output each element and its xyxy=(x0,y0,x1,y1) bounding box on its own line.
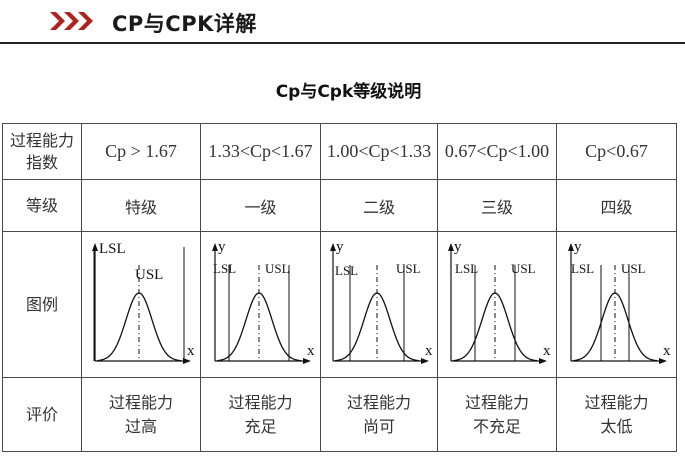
grade-row: 等级 特级 一级 二级 三级 四级 xyxy=(2,179,677,232)
y-axis-label: y xyxy=(218,239,226,255)
evaluation-line2: 不充足 xyxy=(472,416,521,436)
y-axis-label: y xyxy=(574,239,582,255)
condition-cell: 1.00<Cp<1.33 xyxy=(320,123,438,180)
y-axis-arrow-icon xyxy=(211,242,218,251)
condition-cell: 0.67<Cp<1.00 xyxy=(437,123,557,180)
row-head-grade: 等级 xyxy=(2,179,82,232)
usl-label: USL xyxy=(396,261,421,276)
capability-grade-table: 过程能力 指数 Cp > 1.67 1.33<Cp<1.67 1.00<Cp<1… xyxy=(2,123,677,452)
x-axis-label: x xyxy=(543,343,551,359)
y-axis-label: y xyxy=(454,239,462,255)
normal-distribution-figure: y x LSL USL xyxy=(448,239,551,364)
lsl-label: LSL xyxy=(335,263,358,278)
lsl-label: LSL xyxy=(571,261,594,276)
evaluation-line1: 过程能力 xyxy=(108,392,173,412)
grade-cell: 三级 xyxy=(437,179,557,232)
grade-cell: 四级 xyxy=(556,179,677,232)
distribution-figure-cell: y x LSL USL xyxy=(556,231,677,378)
condition-row: 过程能力 指数 Cp > 1.67 1.33<Cp<1.67 1.00<Cp<1… xyxy=(2,123,677,180)
x-axis-arrow-icon xyxy=(302,357,311,364)
triple-chevron-right-icon xyxy=(50,12,93,30)
x-axis-arrow-icon xyxy=(183,357,191,364)
distribution-curve xyxy=(96,291,182,361)
x-axis-arrow-icon xyxy=(421,357,429,364)
x-axis-arrow-icon xyxy=(539,357,547,364)
normal-distribution-figure: y x LSL USL xyxy=(330,239,433,364)
usl-label: USL xyxy=(511,261,536,276)
evaluation-line2: 过高 xyxy=(124,416,157,436)
condition-cell: Cp > 1.67 xyxy=(81,123,201,180)
header-divider xyxy=(0,42,685,44)
condition-cell: Cp<0.67 xyxy=(556,123,677,180)
evaluation-cell: 过程能力 太低 xyxy=(556,377,677,452)
y-axis-arrow-icon xyxy=(330,242,336,251)
evaluation-cell: 过程能力 充足 xyxy=(200,377,321,452)
lsl-label: LSL xyxy=(99,241,126,257)
x-axis-arrow-icon xyxy=(658,357,667,364)
row-head-capability-line1: 过程能力 xyxy=(9,130,74,150)
usl-label: USL xyxy=(621,261,646,276)
grade-cell: 特级 xyxy=(81,179,201,232)
distribution-figure-cell: x LSL USL xyxy=(81,231,201,378)
y-axis-label: y xyxy=(336,239,344,255)
evaluation-cell: 过程能力 不充足 xyxy=(437,377,557,452)
usl-label: USL xyxy=(135,267,163,283)
normal-distribution-figure: y x LSL USL xyxy=(567,239,671,364)
distribution-figure-cell: y x LSL USL xyxy=(320,231,438,378)
x-axis-label: x xyxy=(187,343,195,359)
row-head-capability: 过程能力 指数 xyxy=(2,123,82,180)
page-header: CP与CPK详解 xyxy=(0,0,685,44)
row-head-capability-line2: 指数 xyxy=(25,152,58,172)
table-title: Cp与Cpk等级说明 xyxy=(0,77,685,102)
y-axis-arrow-icon xyxy=(92,242,98,251)
figure-row: 图例 x LSL USL y x LSL USL y x LSL USL y x LSL USL y x… xyxy=(2,231,677,378)
normal-distribution-figure: x LSL USL xyxy=(92,241,195,364)
lsl-label: LSL xyxy=(455,261,478,276)
x-axis-label: x xyxy=(425,343,433,359)
distribution-curve xyxy=(452,291,538,361)
y-axis-arrow-icon xyxy=(448,242,454,251)
evaluation-cell: 过程能力 过高 xyxy=(81,377,201,452)
page-title: CP与CPK详解 xyxy=(112,12,257,36)
x-axis-label: x xyxy=(307,343,315,359)
distribution-figure-cell: y x LSL USL xyxy=(200,231,321,378)
distribution-curve xyxy=(334,291,420,361)
evaluation-row: 评价 过程能力 过高 过程能力 充足 过程能力 尚可 过程能力 不充足 过程能力… xyxy=(2,377,677,452)
y-axis-arrow-icon xyxy=(567,242,574,251)
distribution-figure-cell: y x LSL USL xyxy=(437,231,557,378)
evaluation-cell: 过程能力 尚可 xyxy=(320,377,438,452)
evaluation-line2: 尚可 xyxy=(362,416,395,436)
grade-cell: 一级 xyxy=(200,179,321,232)
row-head-evaluation: 评价 xyxy=(2,377,82,452)
distribution-curve xyxy=(572,291,657,361)
usl-label: USL xyxy=(265,261,290,276)
evaluation-line1: 过程能力 xyxy=(346,392,411,412)
normal-distribution-figure: y x LSL USL xyxy=(211,239,315,364)
table-title-text: Cp与Cpk等级说明 xyxy=(275,82,422,102)
x-axis-label: x xyxy=(663,343,671,359)
evaluation-line1: 过程能力 xyxy=(464,392,529,412)
distribution-curve xyxy=(216,291,301,361)
row-head-figure: 图例 xyxy=(2,231,82,378)
evaluation-line1: 过程能力 xyxy=(228,392,293,412)
grade-cell: 二级 xyxy=(320,179,438,232)
evaluation-line1: 过程能力 xyxy=(584,392,649,412)
evaluation-line2: 充足 xyxy=(244,416,277,436)
evaluation-line2: 太低 xyxy=(600,416,633,436)
lsl-label: LSL xyxy=(213,261,236,276)
condition-cell: 1.33<Cp<1.67 xyxy=(200,123,321,180)
